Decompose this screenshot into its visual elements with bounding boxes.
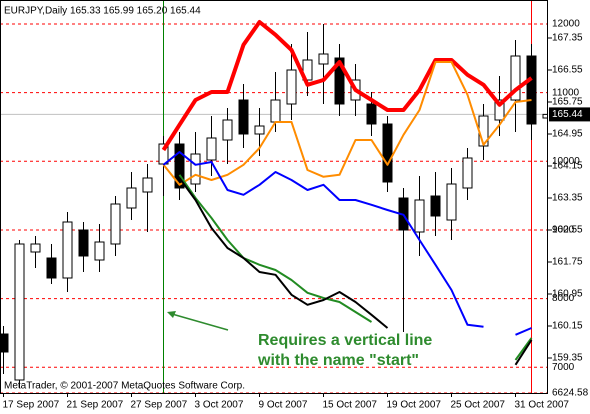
y-tick-label: 160.95 (552, 289, 583, 300)
y-tick-label: 165.75 (552, 97, 583, 108)
y2-tick-label: 7000 (552, 362, 575, 373)
candle-body (526, 55, 537, 125)
arrow (171, 313, 229, 331)
candle-body (462, 157, 473, 189)
y2-tick-label: 6624.58 (552, 388, 589, 399)
candle-body (14, 243, 25, 381)
candle-body (30, 243, 41, 253)
candle-body (302, 59, 313, 81)
candle-body (446, 183, 457, 221)
candle-body (510, 55, 521, 101)
indicator-line (178, 174, 533, 361)
plot (1, 1, 547, 393)
candle-body (414, 199, 425, 233)
candle-body (494, 99, 505, 121)
y2-tick-label: 12000 (552, 19, 580, 30)
x-tick-label: 31 Oct 2007 (515, 400, 570, 411)
x-tick-label: 9 Oct 2007 (259, 400, 308, 411)
indicator-line (178, 177, 533, 366)
y-tick-label: 161.75 (552, 257, 583, 268)
indicator-line (161, 20, 533, 152)
y2-tick-label: 9000 (552, 225, 575, 236)
header: EURJPY,Daily 165.33 165.99 165.20 165.44 (4, 6, 201, 17)
x-tick-label: 19 Oct 2007 (387, 400, 442, 411)
candle-body (430, 195, 441, 217)
y-tick-label: 164.15 (552, 161, 583, 172)
candle-body (542, 113, 547, 119)
y-tick-label: 162.55 (552, 225, 583, 236)
candle-body (206, 137, 217, 161)
y-tick-label: 159.35 (552, 353, 583, 364)
copyright: MetaTrader, © 2001-2007 MetaQuotes Softw… (4, 381, 245, 392)
candle-body (190, 153, 201, 185)
x-tick-label: 25 Oct 2007 (451, 400, 506, 411)
candle-body (366, 103, 377, 125)
candle-body (318, 53, 329, 65)
levels (0, 23, 548, 394)
frame (0, 0, 548, 394)
candle-body (174, 143, 185, 189)
x-tick-label: 21 Sep 2007 (67, 400, 124, 411)
candle-body (110, 203, 121, 245)
y-tick-label: 167.35 (552, 33, 583, 44)
candle-body (222, 119, 233, 141)
candle-body (238, 99, 249, 135)
price-label: 165.44 (552, 109, 583, 120)
y-tick-label: 160.15 (552, 321, 583, 332)
candle-body (142, 177, 153, 193)
candle-body (286, 69, 297, 105)
indicator-line (162, 151, 532, 336)
candle-body (62, 221, 73, 279)
candle-body (78, 229, 89, 257)
y-tick-label: 164.95 (552, 129, 583, 140)
candle-body (270, 99, 281, 123)
price-box (549, 107, 590, 122)
candle-body (46, 257, 57, 279)
x-tick-label: 3 Oct 2007 (195, 400, 244, 411)
y2-tick-label: 11000 (552, 87, 580, 98)
candle-body (126, 187, 137, 209)
y-tick-label: 163.35 (552, 193, 583, 204)
candle-body (382, 123, 393, 183)
y-tick-label: 166.55 (552, 65, 583, 76)
candle-body (1, 333, 9, 353)
y2-tick-label: 8000 (552, 293, 575, 304)
candle-body (254, 125, 265, 135)
annotation: Requires a vertical line (258, 332, 432, 349)
x-tick-label: 15 Oct 2007 (323, 400, 378, 411)
y2-tick-label: 10000 (552, 156, 580, 167)
indicator-line (162, 61, 532, 186)
annotation: with the name "start" (257, 352, 419, 369)
candle-body (94, 241, 105, 261)
candle-body (334, 57, 345, 105)
x-tick-label: 17 Sep 2007 (3, 400, 60, 411)
arrow-head (167, 311, 176, 318)
x-tick-label: 27 Sep 2007 (131, 400, 188, 411)
